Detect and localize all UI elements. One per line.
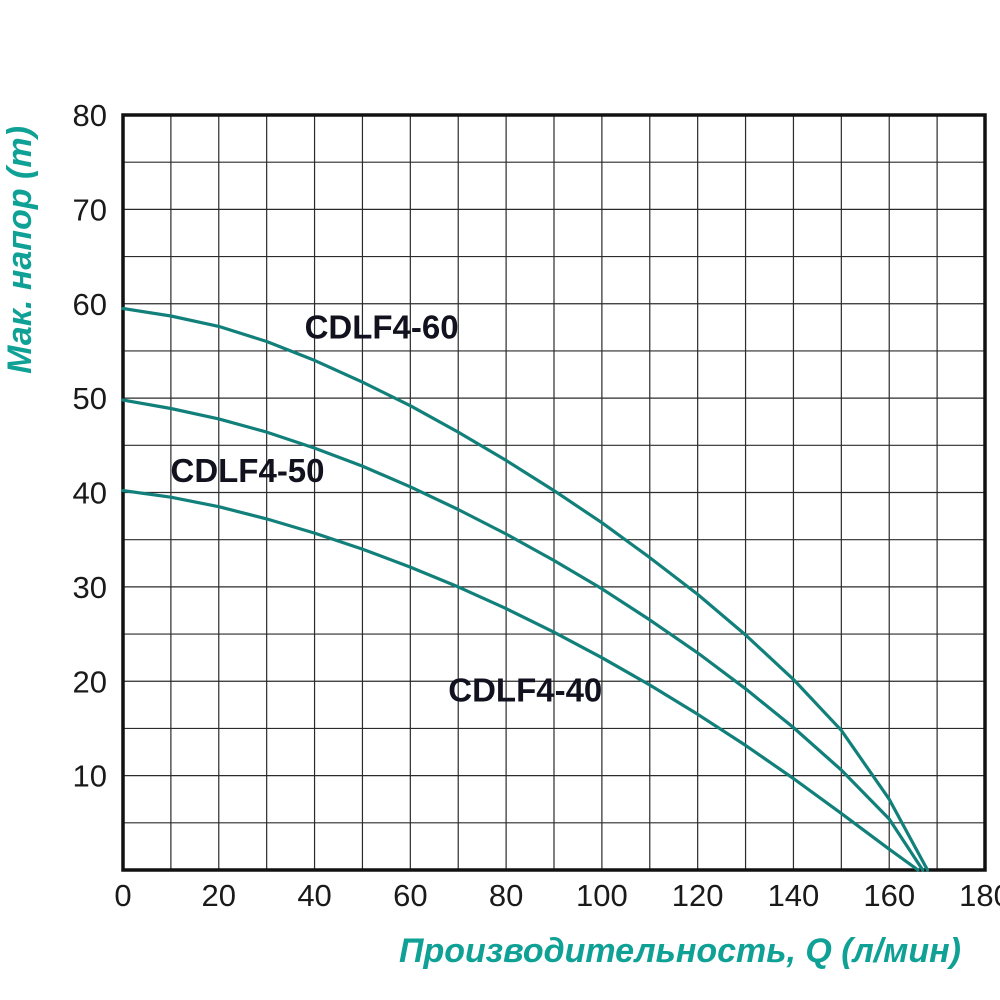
y-tick-label: 70 [73,192,107,227]
x-tick-label: 180 [959,878,1000,913]
y-tick-label: 60 [73,287,107,322]
curve-cdlf4-60 [121,306,930,872]
y-tick-label: 80 [73,98,107,133]
x-tick-label: 100 [576,878,628,913]
y-tick-label: 20 [73,664,107,699]
x-tick-label: 120 [672,878,724,913]
plot-border [121,113,987,872]
x-tick-label: 140 [768,878,820,913]
y-axis-title: Мак. напор (m) [1,126,39,374]
x-tick-label: 80 [489,878,523,913]
x-tick-label: 60 [393,878,427,913]
x-tick-label: 20 [202,878,236,913]
curve-label-cdlf4-60: CDLF4-60 [305,308,459,345]
curve-label-cdlf4-40: CDLF4-40 [448,672,602,709]
y-tick-label: 40 [73,476,107,511]
curves [121,306,930,872]
curve-cdlf4-50 [121,398,925,872]
x-axis-title: Производительность, Q (л/мин) [399,932,961,970]
x-tick-label: 160 [863,878,915,913]
axis-tick-labels: 0 20 40 60 80 100 120 140 160 180 10 20 30 40 50 60 70 80 [73,98,1000,913]
curve-cdlf4-40 [121,489,920,872]
x-tick-label: 0 [114,878,131,913]
y-tick-label: 50 [73,381,107,416]
y-tick-label: 10 [73,759,107,794]
plot-frame [121,113,987,872]
y-tick-label: 30 [73,570,107,605]
x-tick-label: 40 [297,878,331,913]
curve-label-cdlf4-50: CDLF4-50 [170,452,324,489]
curve-annotations: CDLF4-60 CDLF4-50 CDLF4-40 [170,308,602,708]
